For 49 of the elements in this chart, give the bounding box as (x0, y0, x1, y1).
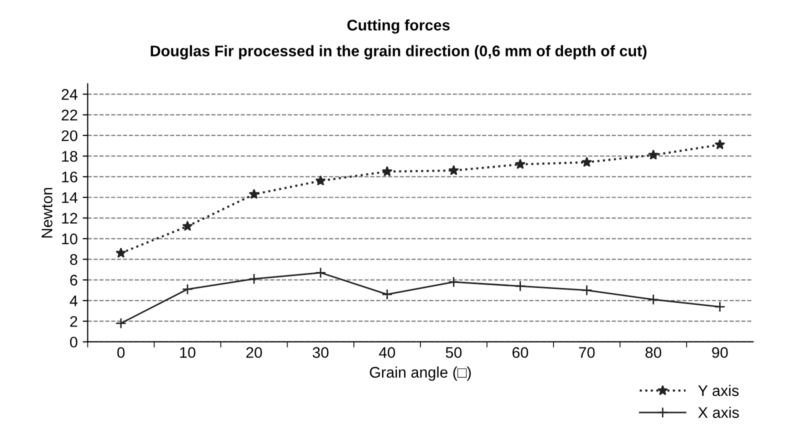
chart-subtitle: Douglas Fir processed in the grain direction (0,6 mm of depth of cut) (150, 45, 646, 60)
y-tick-label: 4 (70, 296, 78, 306)
x-tick-label: 0 (117, 347, 125, 358)
x-axis-title: Grain angle (□) (370, 366, 471, 381)
x-tick-label: 80 (646, 347, 662, 358)
y-axis-title: Newton (42, 188, 52, 238)
y-tick-label: 18 (62, 150, 78, 162)
point (182, 220, 193, 231)
point (648, 294, 659, 306)
y-tick-label: 24 (62, 89, 78, 100)
y-tick-label: 22 (62, 110, 78, 120)
x-tick-label: 70 (579, 347, 595, 358)
point (514, 158, 526, 169)
x-tick-label: 50 (446, 347, 462, 358)
point (315, 267, 326, 278)
y-tick-label: 14 (62, 192, 78, 203)
point (714, 139, 726, 150)
point (514, 280, 526, 292)
x-tick-label: 20 (246, 347, 262, 358)
x-tick-label: 10 (180, 347, 196, 358)
y-tick-label: 2 (70, 316, 78, 327)
y-tick-label: 12 (62, 212, 78, 224)
point (182, 284, 194, 295)
y-tick-label: 8 (70, 254, 78, 265)
x-tick-label: 60 (512, 347, 528, 358)
point (648, 150, 659, 160)
x-tick-label: 40 (379, 347, 396, 358)
y-tick-label: 16 (62, 172, 78, 182)
point (382, 288, 393, 300)
point (315, 175, 326, 186)
y-tick-label: 20 (62, 130, 78, 142)
y-tick-label: 0 (70, 336, 78, 348)
point (581, 156, 592, 167)
point (248, 188, 260, 199)
point (448, 276, 460, 288)
y-tick-label: 10 (62, 234, 78, 244)
chart-title: Cutting forces (347, 19, 450, 34)
x-tick-label: 30 (312, 347, 328, 358)
y-tick-label: 6 (70, 274, 78, 286)
point (714, 301, 726, 312)
legend-label: X axis (698, 406, 739, 418)
legend-label: Y axis (698, 384, 739, 396)
x-tick-label: 90 (712, 347, 728, 358)
point (115, 318, 126, 329)
point (116, 248, 126, 258)
point (448, 164, 460, 176)
point (581, 284, 592, 296)
point (248, 273, 260, 284)
point (382, 166, 392, 176)
